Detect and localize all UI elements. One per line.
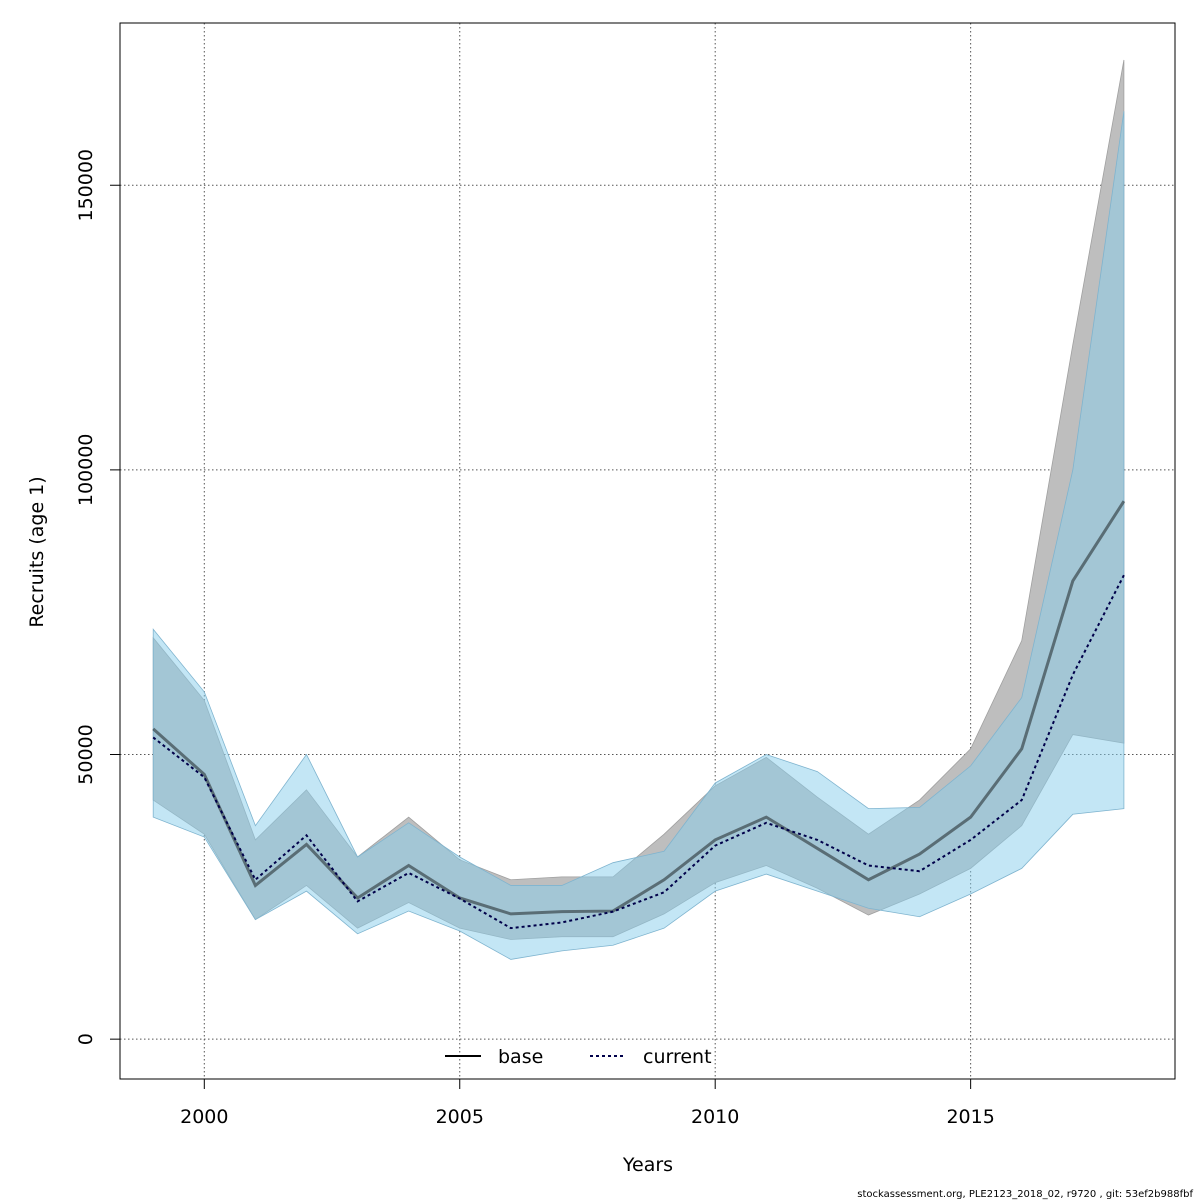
plot-frame (119, 22, 1176, 1080)
x-tick-label: 2000 (180, 1106, 228, 1128)
y-axis: 0 50000 100000 150000 (75, 149, 120, 1045)
x-axis: 2000 2005 2010 2015 (180, 1079, 995, 1128)
legend: base current (445, 1046, 712, 1068)
y-tick-label: 0 (75, 1033, 97, 1045)
x-axis-title: Years (622, 1154, 673, 1176)
y-tick-label: 100000 (75, 434, 97, 507)
y-axis-title: Recruits (age 1) (26, 476, 48, 627)
legend-label-current: current (643, 1046, 712, 1068)
line-current (152, 574, 1125, 930)
band-current (152, 111, 1125, 960)
x-tick-label: 2010 (691, 1106, 739, 1128)
y-tick-label: 50000 (75, 724, 97, 784)
series-lines (152, 500, 1126, 930)
footer-note: stockassessment.org, PLE2123_2018_02, r9… (857, 1189, 1193, 1200)
x-tick-label: 2015 (946, 1106, 994, 1128)
x-tick-label: 2005 (436, 1106, 484, 1128)
y-tick-label: 150000 (75, 149, 97, 222)
legend-label-base: base (498, 1046, 543, 1068)
line-base (152, 500, 1126, 916)
confidence-bands (152, 59, 1125, 960)
